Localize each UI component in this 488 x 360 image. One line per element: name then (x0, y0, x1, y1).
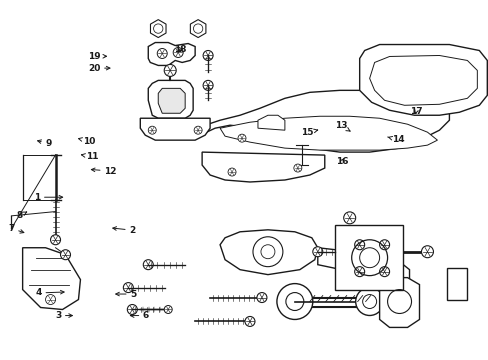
Circle shape (50, 235, 61, 245)
Circle shape (355, 288, 383, 315)
Polygon shape (379, 278, 419, 328)
Text: 15: 15 (300, 128, 317, 137)
Circle shape (164, 64, 176, 76)
Circle shape (379, 240, 389, 250)
Bar (447, 268, 467, 300)
Text: 1: 1 (34, 193, 62, 202)
Text: 9: 9 (38, 139, 52, 148)
Circle shape (203, 80, 213, 90)
Text: 14: 14 (387, 135, 404, 144)
Circle shape (61, 250, 70, 260)
Text: 6: 6 (130, 311, 149, 320)
Polygon shape (22, 248, 81, 310)
Polygon shape (317, 248, 408, 285)
Text: 17: 17 (409, 107, 422, 116)
Circle shape (354, 267, 364, 276)
Polygon shape (140, 118, 210, 140)
Text: 2: 2 (113, 226, 135, 235)
Text: 11: 11 (81, 152, 99, 161)
Text: 12: 12 (91, 167, 117, 176)
Circle shape (244, 316, 254, 327)
Circle shape (164, 306, 172, 314)
Circle shape (127, 305, 137, 315)
Circle shape (354, 240, 364, 250)
Text: 16: 16 (335, 157, 347, 166)
Circle shape (343, 212, 355, 224)
Circle shape (227, 168, 236, 176)
Circle shape (157, 49, 167, 58)
Circle shape (256, 293, 266, 302)
Polygon shape (190, 20, 205, 37)
Text: 8: 8 (16, 211, 27, 220)
Text: 10: 10 (79, 137, 96, 146)
Text: 7: 7 (8, 224, 24, 233)
Circle shape (293, 164, 301, 172)
Circle shape (379, 267, 389, 276)
Polygon shape (369, 55, 476, 105)
Circle shape (45, 294, 56, 305)
Text: 18: 18 (174, 45, 186, 54)
Polygon shape (258, 115, 285, 130)
Polygon shape (202, 152, 324, 182)
Text: 3: 3 (55, 311, 72, 320)
Circle shape (143, 260, 153, 270)
Circle shape (148, 126, 156, 134)
Polygon shape (158, 88, 185, 113)
Polygon shape (220, 116, 437, 150)
Circle shape (238, 134, 245, 142)
Circle shape (203, 50, 213, 60)
Text: 20: 20 (88, 64, 110, 73)
Polygon shape (148, 42, 195, 66)
Circle shape (421, 246, 432, 258)
Circle shape (123, 283, 133, 293)
Circle shape (173, 48, 183, 58)
Circle shape (276, 284, 312, 319)
Polygon shape (148, 80, 193, 118)
Circle shape (312, 247, 322, 257)
Text: 19: 19 (88, 52, 106, 61)
Text: 13: 13 (334, 121, 349, 131)
Polygon shape (359, 45, 487, 115)
Text: 5: 5 (116, 289, 136, 298)
Circle shape (194, 126, 202, 134)
Polygon shape (150, 20, 166, 37)
Polygon shape (200, 90, 448, 152)
Bar (334, 225, 402, 289)
Text: 4: 4 (36, 288, 64, 297)
Polygon shape (220, 230, 317, 275)
